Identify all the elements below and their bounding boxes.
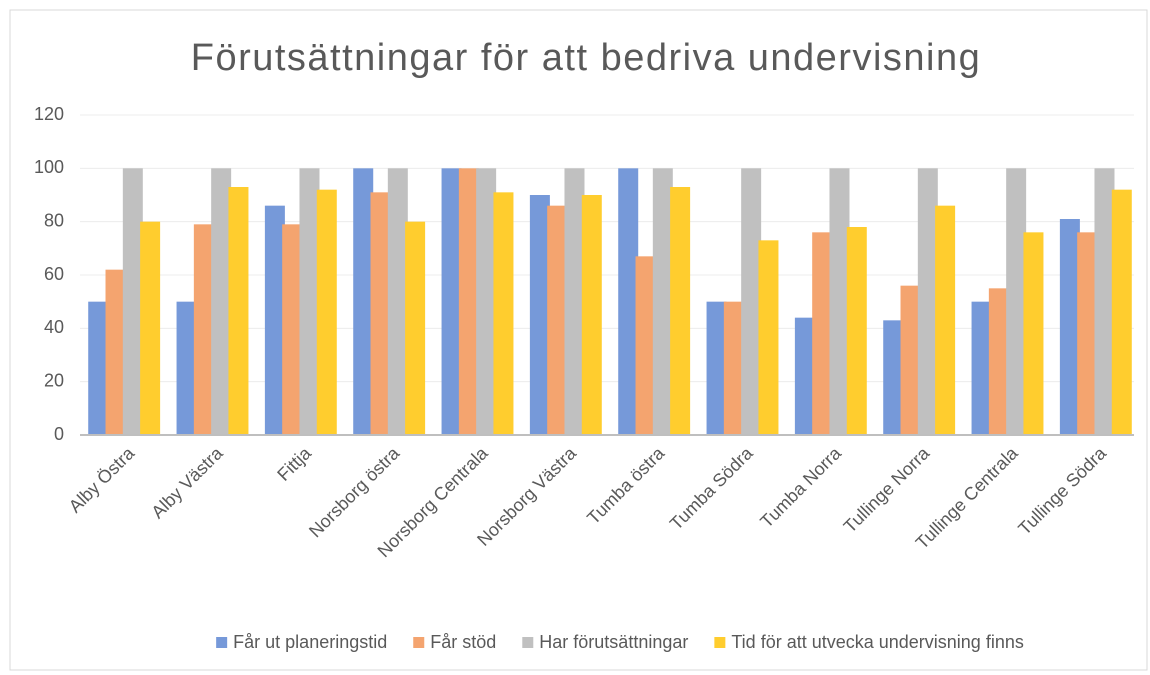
legend-swatch xyxy=(413,637,425,648)
bar xyxy=(1094,168,1115,436)
y-tick-label: 120 xyxy=(34,104,64,124)
bar xyxy=(282,224,303,435)
bar xyxy=(299,168,320,436)
bar xyxy=(900,285,921,435)
y-tick-label: 60 xyxy=(44,264,64,284)
bar xyxy=(758,240,779,435)
bar xyxy=(441,168,462,436)
bar xyxy=(547,205,568,435)
legend-label: Får stöd xyxy=(430,632,496,652)
legend-swatch xyxy=(522,637,534,648)
bar xyxy=(618,168,639,436)
bar xyxy=(316,189,337,435)
bar xyxy=(1077,232,1098,435)
legend-label: Får ut planeringstid xyxy=(233,632,387,652)
legend-swatch xyxy=(714,637,726,648)
bar xyxy=(140,221,161,435)
y-tick-label: 40 xyxy=(44,317,64,337)
bar xyxy=(211,168,232,436)
bar xyxy=(264,205,285,435)
bar xyxy=(635,256,656,435)
bar xyxy=(122,168,143,436)
bar xyxy=(652,168,673,436)
bar xyxy=(988,288,1009,435)
bar xyxy=(405,221,426,435)
bar xyxy=(1006,168,1027,436)
bar xyxy=(935,205,956,435)
bar xyxy=(193,224,214,435)
bar xyxy=(794,317,815,435)
bar xyxy=(176,301,197,435)
bar xyxy=(883,320,904,435)
bar xyxy=(581,195,602,435)
legend: Får ut planeringstid Får stöd Har förutsät… xyxy=(216,632,1024,652)
y-tick-label: 20 xyxy=(44,370,64,390)
bar xyxy=(971,301,992,435)
bar xyxy=(370,192,391,435)
bar xyxy=(228,187,249,435)
bar xyxy=(829,168,850,436)
bar xyxy=(723,301,744,435)
bar xyxy=(917,168,938,436)
bar xyxy=(1023,232,1044,435)
legend-label: Tid för att utvecka undervisning finns xyxy=(731,632,1023,652)
bar xyxy=(493,192,514,435)
bar xyxy=(1111,189,1132,435)
bar xyxy=(706,301,727,435)
bar xyxy=(529,195,550,435)
bar xyxy=(476,168,497,436)
y-tick-label: 100 xyxy=(34,157,64,177)
bar xyxy=(88,301,109,435)
bar xyxy=(670,187,691,435)
legend-swatch xyxy=(216,637,228,648)
y-tick-label: 0 xyxy=(54,424,64,444)
bar xyxy=(812,232,833,435)
bar xyxy=(353,168,374,436)
bar xyxy=(387,168,408,436)
bar xyxy=(105,269,126,435)
chart-title: Förutsättningar för att bedriva undervis… xyxy=(191,37,982,79)
bar xyxy=(846,227,867,435)
legend-label: Har förutsättningar xyxy=(539,632,688,652)
y-tick-label: 80 xyxy=(44,210,64,230)
bar xyxy=(458,168,479,436)
bar xyxy=(741,168,762,436)
bar xyxy=(1059,219,1080,435)
bar xyxy=(564,168,585,436)
